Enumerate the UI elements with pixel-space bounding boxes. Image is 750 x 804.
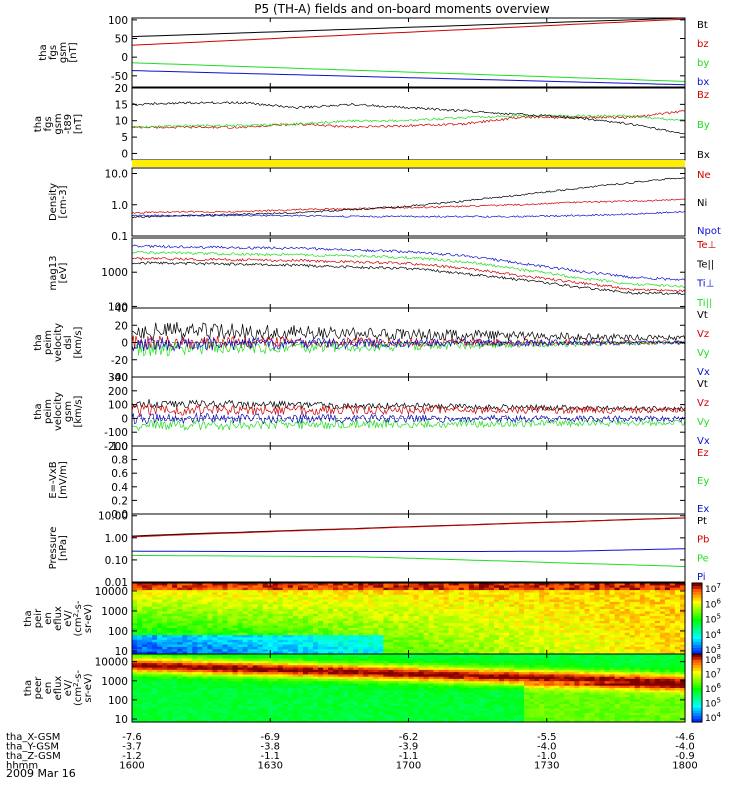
colorbar-label: 107 [705, 582, 721, 595]
y-axis-label-line: [km/s] [73, 326, 84, 358]
y-tick-label: 300 [108, 372, 128, 384]
y-tick-label: 10 [115, 116, 128, 128]
y-axis-label-line: [mV/m] [58, 461, 69, 499]
y-tick-label: 200 [108, 386, 128, 398]
y-tick-label: 1.0 [111, 441, 128, 453]
series-line-bx [132, 71, 685, 85]
panel-frame [132, 446, 685, 514]
y-tick-label: 40 [115, 303, 128, 315]
legend-npot: Npot [697, 226, 721, 237]
y-axis-label-line: [nT] [68, 42, 79, 62]
legend-vt: Vt [697, 379, 708, 390]
legend-ez: Ez [697, 448, 709, 459]
y-tick-label: 5 [121, 132, 128, 144]
legend-pe: Pe [697, 553, 709, 564]
legend-vy: Vy [697, 417, 710, 428]
y-tick-label: 0 [121, 338, 128, 350]
legend-vz: Vz [697, 329, 709, 340]
y-tick-label: 10.0 [105, 169, 128, 181]
legend-ne: Ne [697, 170, 711, 181]
y-tick-label: 1000 [101, 267, 128, 279]
panel-frame [132, 514, 685, 582]
panel-frame [132, 88, 685, 160]
y-tick-label: 10.00 [98, 511, 128, 523]
y-tick-label: 100 [108, 15, 128, 27]
legend-te: Te⊥ [696, 240, 716, 251]
y-tick-label: 0 [121, 52, 128, 64]
y-tick-label: 0.2 [111, 495, 128, 507]
y-axis-label-line: [cm-3] [58, 185, 69, 218]
legend-vz: Vz [697, 398, 709, 409]
series-line-pi [132, 549, 685, 552]
series-line-pb [132, 518, 685, 537]
legend-ti: Ti|| [696, 298, 712, 309]
series-line-by [132, 63, 685, 82]
legend-pb: Pb [697, 535, 709, 546]
panel-frame [132, 168, 685, 236]
legend-bz: bz [697, 39, 709, 50]
series-line-bz [132, 19, 685, 45]
series-line-ti [132, 251, 685, 287]
y-tick-label: 0.10 [105, 555, 128, 567]
legend-by: By [697, 120, 710, 131]
legend-bt: Bt [697, 20, 708, 31]
legend-ti: Ti⊥ [696, 279, 714, 290]
legend-te: Te|| [696, 259, 714, 270]
y-tick-label: 10000 [95, 586, 128, 598]
y-axis-label-line: [nT] [73, 114, 84, 134]
colorbar-label: 105 [705, 613, 721, 626]
y-tick-label: 20 [115, 320, 128, 332]
colorbar-label: 106 [705, 597, 721, 610]
y-tick-label: 0.1 [111, 231, 128, 243]
y-tick-label: 0.8 [111, 455, 128, 467]
legend-ni: Ni [697, 198, 707, 209]
y-tick-label: -20 [111, 355, 128, 367]
series-line-vt [132, 322, 685, 341]
legend-by: by [697, 58, 709, 69]
legend-pt: Pt [697, 516, 707, 527]
y-tick-label: 0.6 [111, 468, 128, 480]
series-line-pe [132, 555, 685, 566]
series-line-te [132, 262, 685, 295]
y-tick-label: 100 [108, 400, 128, 412]
legend-bz: Bz [697, 90, 709, 101]
plot-title: P5 (TH-A) fields and on-board moments ov… [254, 2, 550, 16]
legend-bx: bx [697, 77, 709, 88]
legend-pi: Pi [697, 572, 706, 583]
y-axis-label-line: [eV] [58, 263, 69, 284]
legend-vt: Vt [697, 310, 708, 321]
y-tick-label: 15 [115, 99, 128, 111]
y-tick-label: 1.0 [111, 200, 128, 212]
series-line-by [132, 115, 685, 128]
legend-ex: Ex [697, 504, 709, 515]
y-axis-label-line: [nPa] [58, 535, 69, 561]
y-tick-label: 0 [121, 413, 128, 425]
legend-ey: Ey [697, 476, 709, 487]
legend-bx: Bx [697, 150, 710, 161]
colorbar-label: 104 [705, 628, 721, 641]
panel-frame [132, 18, 685, 87]
series-line-vt [132, 399, 685, 411]
y-tick-label: 20 [115, 83, 128, 95]
y-tick-label: 0.4 [111, 482, 128, 494]
y-axis-label-line: sr-eV) [83, 604, 94, 633]
y-tick-label: 50 [115, 34, 128, 46]
series-line-te [132, 257, 685, 292]
y-axis-label-line: [km/s] [73, 395, 84, 427]
y-tick-label: 100 [108, 626, 128, 638]
legend-vx: Vx [697, 436, 710, 447]
legend-vy: Vy [697, 348, 710, 359]
y-tick-label: 0 [121, 148, 128, 160]
y-tick-label: -100 [104, 427, 128, 439]
y-tick-label: -50 [111, 71, 128, 83]
y-tick-label: 1000 [101, 606, 128, 618]
y-tick-label: 1.00 [105, 533, 128, 545]
legend-vx: Vx [697, 367, 710, 378]
